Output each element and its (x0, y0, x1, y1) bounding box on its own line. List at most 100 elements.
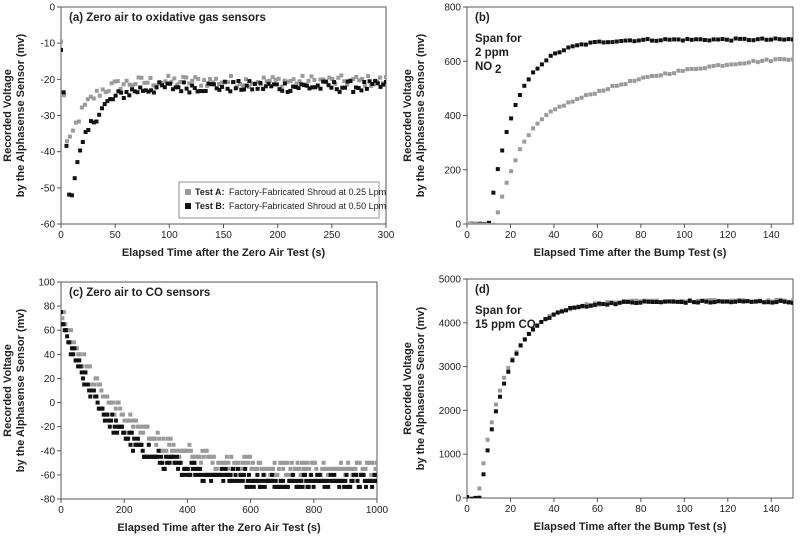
data-point (226, 460, 231, 465)
data-point (685, 37, 690, 41)
data-point (284, 472, 289, 477)
x-tick-label: 400 (179, 505, 196, 516)
data-point (509, 169, 514, 174)
data-point (716, 37, 721, 42)
data-point (311, 484, 316, 489)
data-point (287, 472, 291, 477)
data-point (745, 299, 750, 304)
data-point (372, 472, 377, 477)
data-point (176, 466, 181, 471)
y-tick-label: 0 (49, 3, 55, 14)
data-point (184, 472, 189, 477)
data-point (246, 460, 251, 465)
data-point (242, 472, 246, 477)
data-point (548, 109, 553, 114)
data-point (609, 301, 614, 306)
data-point (61, 310, 63, 315)
data-point (363, 83, 368, 88)
data-point (271, 466, 276, 471)
data-point (197, 454, 202, 459)
data-point (641, 75, 646, 80)
data-point (346, 460, 351, 465)
data-point (570, 99, 575, 104)
data-point (162, 466, 167, 471)
data-point (304, 83, 309, 88)
data-point (373, 466, 377, 471)
data-point (354, 74, 359, 79)
data-point (469, 221, 474, 224)
data-point (588, 92, 593, 97)
data-point (175, 82, 180, 87)
data-point (559, 309, 564, 314)
data-point (634, 301, 639, 305)
data-point (242, 87, 246, 92)
data-point (99, 388, 104, 393)
panel-label: (b) (475, 12, 490, 24)
y-tick-label: 60 (44, 326, 56, 337)
data-point (518, 343, 523, 348)
data-point (231, 80, 236, 85)
data-point (364, 484, 368, 489)
x-tick-label: 0 (58, 505, 64, 516)
data-point (94, 88, 99, 93)
data-point (340, 85, 345, 90)
data-point (288, 88, 293, 93)
data-point (170, 448, 175, 453)
data-point (566, 45, 571, 50)
data-point (273, 478, 278, 483)
data-point (720, 37, 725, 41)
data-point (535, 66, 540, 71)
data-point (302, 460, 307, 465)
data-point (157, 460, 162, 465)
data-point (201, 478, 206, 483)
y-axis-label-line2: by the Alphasense Sensor (mv) (15, 308, 27, 472)
data-point (336, 478, 340, 483)
data-point (370, 484, 375, 489)
data-point (583, 93, 588, 98)
data-point (289, 478, 294, 483)
data-point (561, 48, 566, 53)
data-point (698, 37, 703, 42)
data-point (357, 484, 362, 489)
data-point (254, 478, 259, 483)
annotation-subscript: 2 (495, 64, 501, 76)
data-point (481, 461, 486, 466)
data-point (156, 448, 161, 453)
data-point (330, 77, 335, 81)
data-point (171, 454, 176, 459)
data-point (105, 99, 110, 104)
data-point (485, 437, 490, 442)
data-point (118, 406, 123, 411)
data-point (625, 299, 630, 304)
y-axis-label-line1: Recorded Voltage (402, 342, 414, 435)
data-point (360, 76, 365, 81)
y-axis-label-line1: Recorded Voltage (402, 69, 414, 162)
data-point (384, 80, 386, 84)
data-point (782, 37, 787, 42)
data-point (526, 77, 531, 82)
y-tick-label: -10 (41, 39, 56, 50)
data-point (159, 454, 163, 459)
data-point (166, 454, 171, 459)
data-point (473, 495, 478, 498)
data-point (325, 472, 330, 477)
data-point (583, 42, 588, 47)
data-point (481, 472, 486, 477)
data-point (232, 460, 237, 465)
data-point (139, 75, 144, 80)
x-tick-label: 80 (635, 504, 647, 515)
data-point (155, 454, 160, 459)
data-point (164, 448, 169, 453)
y-tick-label: 100 (38, 278, 55, 289)
data-point (359, 88, 364, 93)
data-point (251, 484, 256, 489)
data-point (143, 88, 148, 93)
data-point (522, 337, 527, 342)
data-point (211, 454, 216, 459)
data-point (198, 466, 203, 471)
legend-entry-bold: Test A: (195, 187, 225, 197)
data-point (555, 310, 560, 315)
data-point (282, 81, 287, 86)
legend-swatch (185, 203, 191, 209)
data-point (575, 43, 580, 48)
